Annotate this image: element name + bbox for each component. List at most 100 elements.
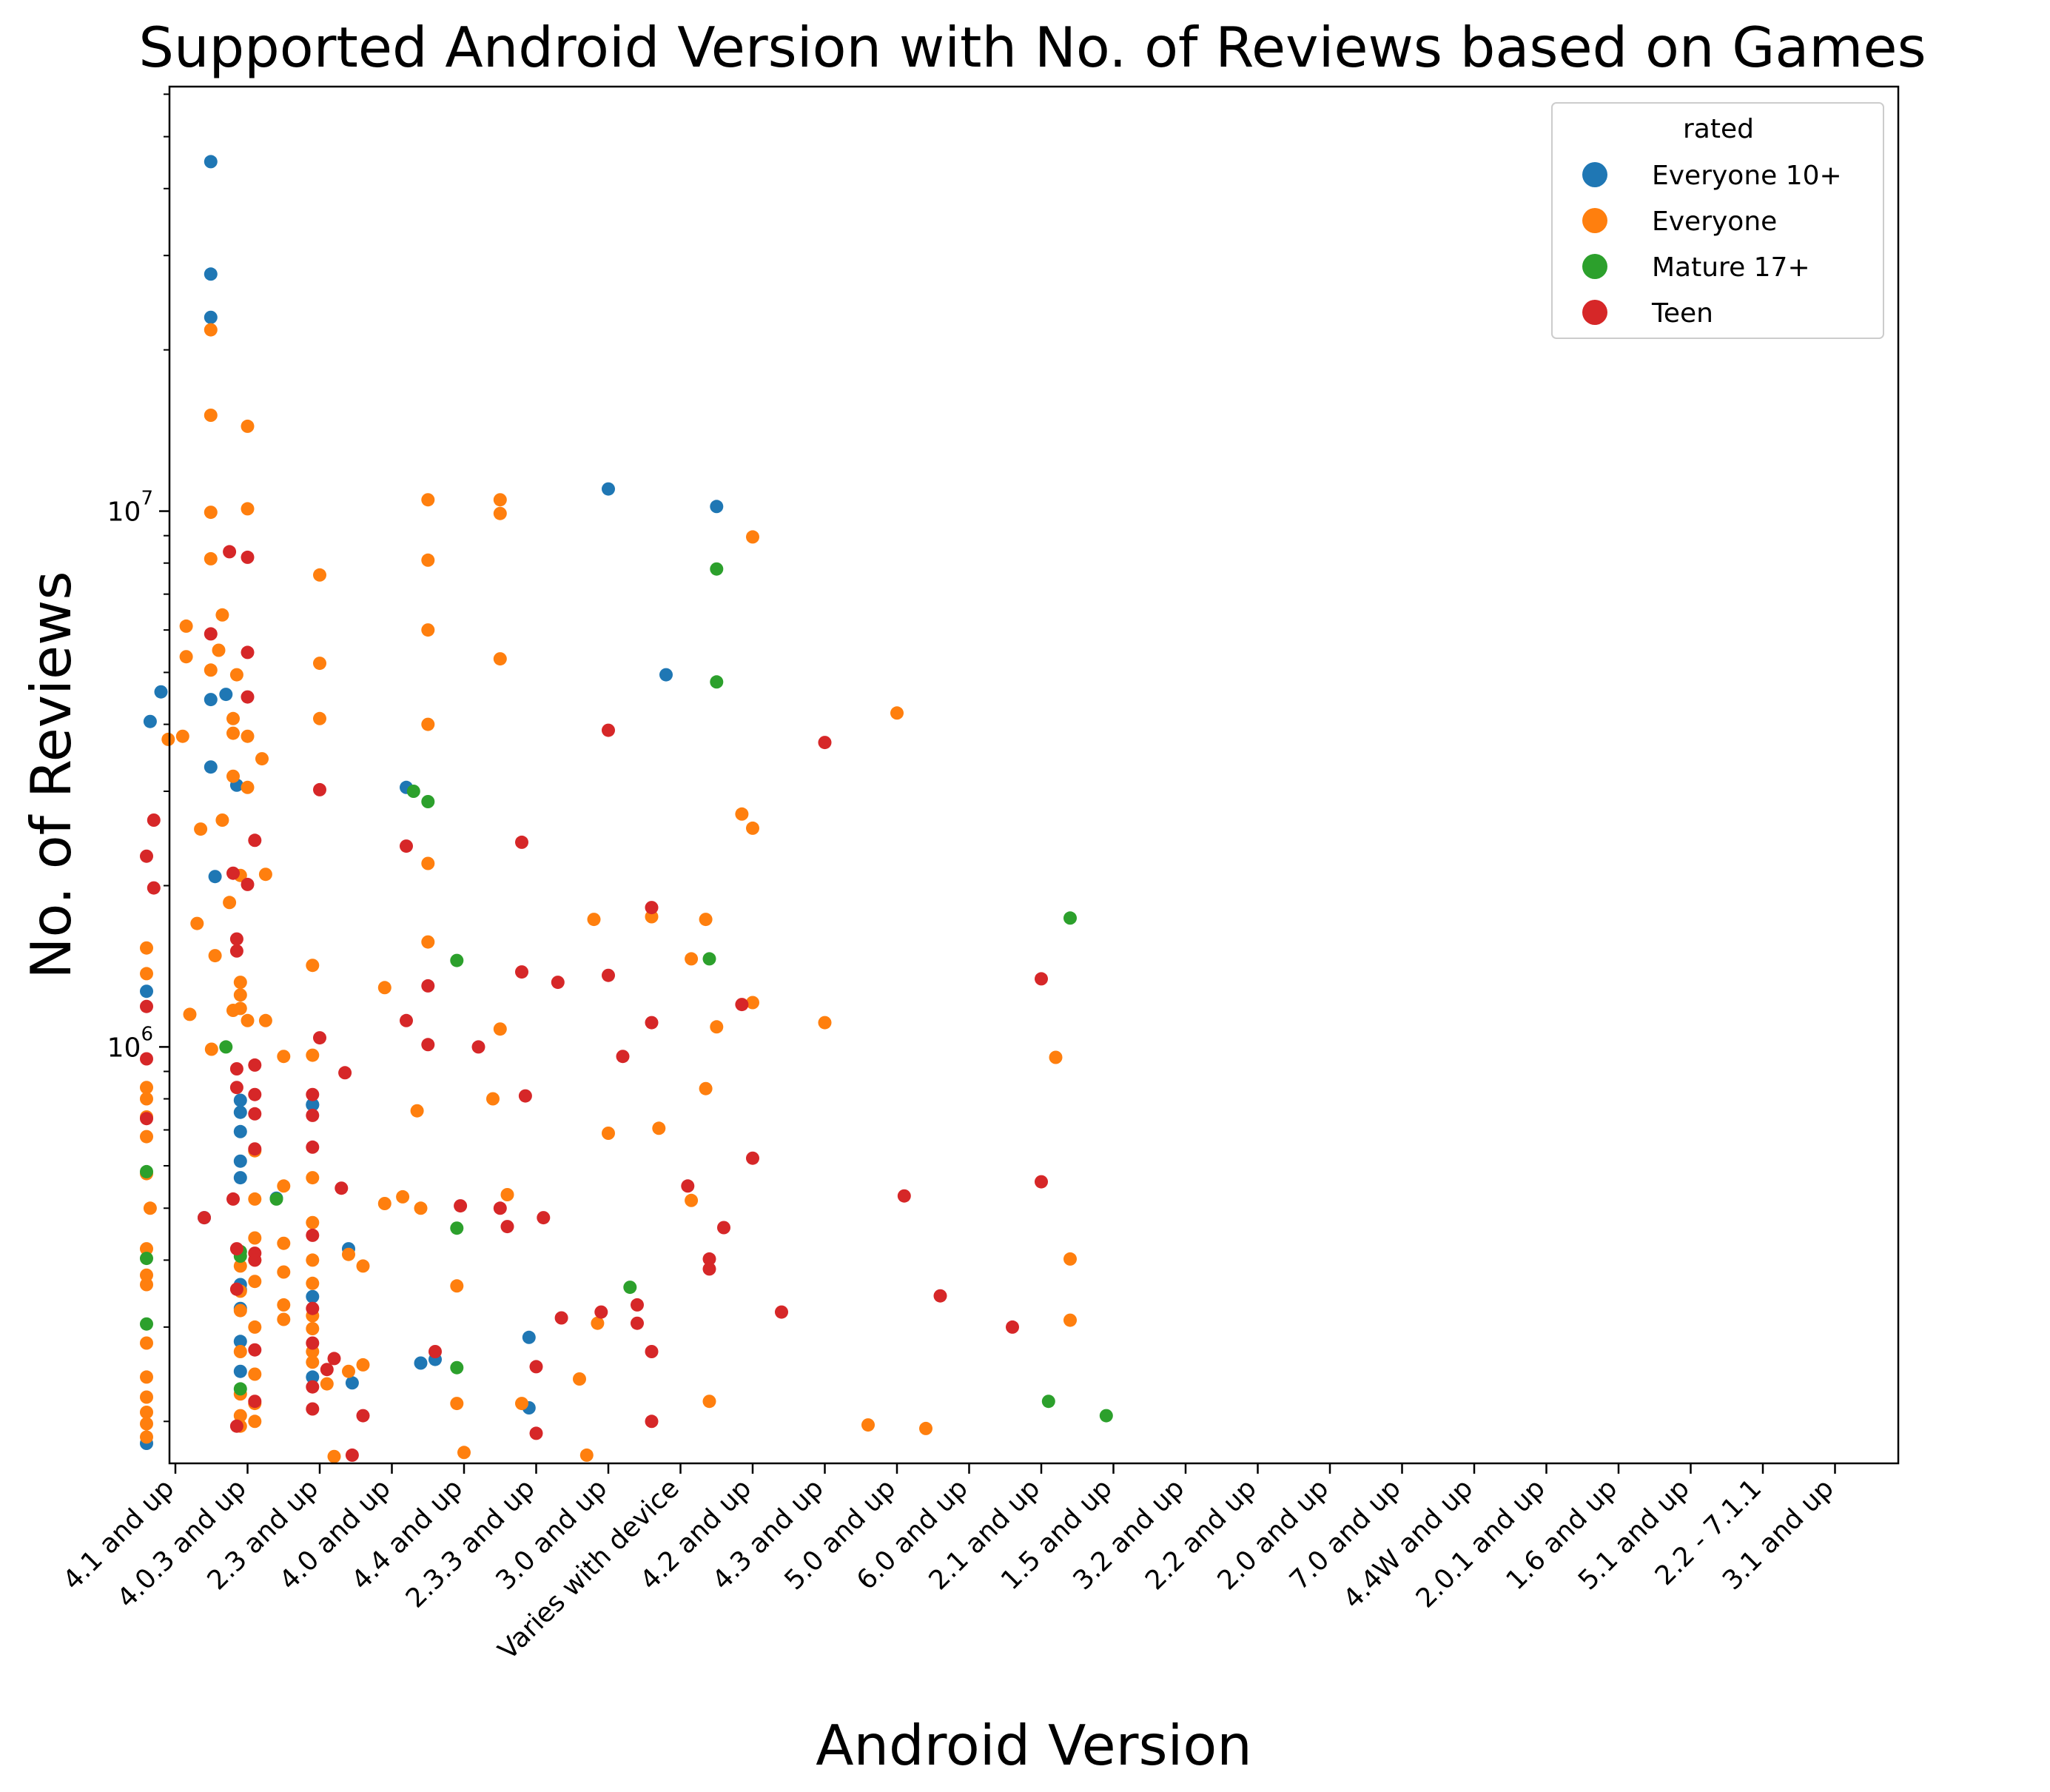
data-point <box>602 968 615 982</box>
data-point <box>313 782 326 796</box>
data-point <box>212 643 226 657</box>
data-point <box>226 769 240 783</box>
data-point <box>493 506 507 520</box>
data-point <box>248 833 262 848</box>
data-point <box>233 1364 247 1378</box>
data-point <box>306 1276 320 1290</box>
data-point <box>710 562 724 576</box>
data-point <box>204 1042 218 1056</box>
data-point <box>140 1417 153 1431</box>
data-point <box>219 688 233 702</box>
data-point <box>241 419 255 433</box>
data-point <box>229 1242 243 1256</box>
data-point <box>248 1367 262 1381</box>
data-point <box>226 711 240 725</box>
data-point <box>450 1397 464 1411</box>
data-point <box>594 1305 608 1319</box>
data-point <box>190 916 204 930</box>
data-point <box>248 1107 262 1121</box>
data-point <box>248 1192 262 1206</box>
data-point <box>1041 1395 1055 1409</box>
data-point <box>140 1242 153 1256</box>
data-point <box>204 693 218 707</box>
data-point <box>645 910 659 924</box>
data-point <box>645 1415 659 1429</box>
data-point <box>554 1311 568 1325</box>
legend-label: Teen <box>1651 298 1713 329</box>
plot-frame <box>168 85 1900 1465</box>
data-point <box>327 1352 341 1366</box>
data-point <box>681 1179 695 1193</box>
data-point <box>400 839 413 853</box>
data-point <box>248 1058 262 1072</box>
data-point <box>204 155 218 169</box>
data-point <box>861 1418 875 1432</box>
data-point <box>515 835 528 849</box>
data-point <box>233 1171 247 1185</box>
data-point <box>702 1262 716 1276</box>
data-point <box>233 1105 247 1119</box>
data-point <box>631 1298 644 1312</box>
data-point <box>1049 1050 1063 1064</box>
data-point <box>140 1278 153 1292</box>
data-point <box>377 981 391 995</box>
data-point <box>248 1343 262 1357</box>
data-point <box>241 1013 255 1027</box>
x-axis-label: Android Version <box>816 1713 1252 1778</box>
data-point <box>818 1016 832 1030</box>
data-point <box>735 998 749 1012</box>
data-point <box>429 1345 442 1358</box>
data-point <box>226 1192 240 1206</box>
series-3 <box>140 562 1113 1423</box>
data-point <box>194 822 208 836</box>
data-point <box>140 1130 153 1144</box>
data-point <box>229 1081 243 1095</box>
data-point <box>500 1220 514 1234</box>
data-point <box>421 553 435 567</box>
data-point <box>229 1419 243 1433</box>
data-point <box>204 663 218 677</box>
data-point <box>486 1092 500 1106</box>
legend-label: Mature 17+ <box>1652 252 1810 283</box>
data-point <box>204 506 218 520</box>
data-point <box>161 732 175 746</box>
data-point <box>140 1336 153 1350</box>
data-point <box>710 500 724 514</box>
data-point <box>277 1236 291 1250</box>
data-point <box>147 881 161 895</box>
data-point <box>1006 1320 1019 1334</box>
data-points <box>140 155 1113 1463</box>
data-point <box>631 1316 644 1330</box>
data-point <box>248 1253 262 1267</box>
data-point <box>183 1007 197 1021</box>
data-point <box>421 935 435 949</box>
data-point <box>306 1355 320 1369</box>
data-point <box>699 913 713 927</box>
data-point <box>226 726 240 740</box>
x-tick-label: 4.4W and up <box>1337 1473 1479 1614</box>
legend-marker <box>1582 254 1607 279</box>
data-point <box>143 714 157 728</box>
data-point <box>140 1370 153 1384</box>
data-point <box>746 821 759 835</box>
data-point <box>919 1421 932 1435</box>
data-point <box>529 1426 543 1440</box>
data-point <box>775 1305 788 1319</box>
data-point <box>645 901 659 915</box>
data-point <box>616 1050 630 1064</box>
data-point <box>685 952 699 966</box>
data-point <box>746 996 759 1010</box>
data-point <box>233 1124 247 1138</box>
data-point <box>414 1356 428 1370</box>
data-point <box>313 711 326 725</box>
data-point <box>493 493 507 507</box>
data-point <box>140 941 153 955</box>
data-point <box>204 760 218 774</box>
data-point <box>338 1066 352 1080</box>
data-point <box>258 868 272 882</box>
data-point <box>248 1415 262 1429</box>
data-point <box>140 967 153 981</box>
data-point <box>537 1211 551 1225</box>
